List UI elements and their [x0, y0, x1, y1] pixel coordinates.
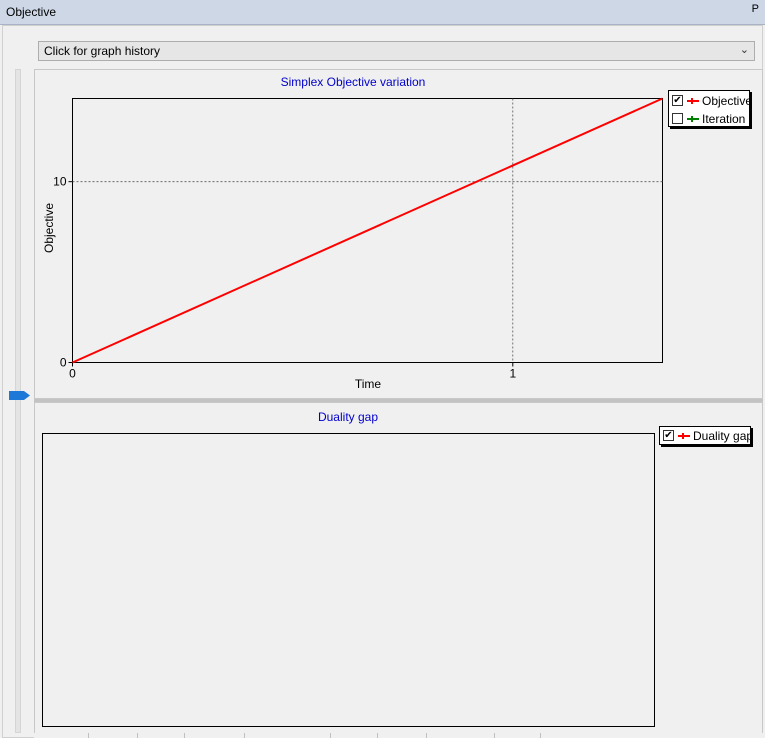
duality-plot-area	[42, 433, 655, 727]
vertical-splitter-track[interactable]	[15, 69, 21, 733]
tab-separator	[244, 733, 245, 738]
legend-swatch-dot-iteration	[691, 116, 693, 122]
legend-checkbox-iteration[interactable]	[672, 113, 683, 124]
objective-chart-panel: Simplex Objective variation 0 1 0 10 Time O…	[34, 69, 763, 399]
x-axis-label: Time	[355, 377, 382, 391]
duality-legend: ✔ Duality gap	[659, 426, 753, 445]
objective-legend: ✔ Objective Iteration	[668, 90, 752, 127]
tab-separator	[184, 733, 185, 738]
legend-swatch-objective	[687, 100, 699, 102]
legend-item-iteration[interactable]: Iteration	[672, 111, 752, 127]
legend-swatch-duality-gap	[678, 435, 690, 437]
series-line-objective	[72, 97, 663, 364]
legend-label-iteration: Iteration	[702, 112, 746, 126]
y-axis-label: Objective	[42, 203, 56, 253]
objective-series	[72, 97, 663, 364]
horizontal-splitter[interactable]	[34, 399, 763, 402]
tab-separator	[330, 733, 331, 738]
duality-chart-title: Duality gap	[318, 410, 378, 424]
tab-separator	[494, 733, 495, 738]
chevron-down-icon[interactable]: ⌄	[739, 44, 749, 56]
tab-separator	[426, 733, 427, 738]
objective-grid	[72, 98, 663, 363]
tab-separator	[540, 733, 541, 738]
graph-history-dropdown[interactable]: Click for graph history ⌄	[38, 41, 755, 61]
graph-history-selected: Click for graph history	[44, 44, 161, 58]
legend-label-duality-gap: Duality gap	[693, 429, 754, 443]
objective-chart-title: Simplex Objective variation	[281, 75, 426, 89]
legend-item-objective[interactable]: ✔ Objective	[672, 93, 752, 109]
duality-chart: Duality gap	[42, 410, 655, 727]
tab-separator	[137, 733, 138, 738]
x-tick-label: 0	[69, 367, 76, 381]
y-tick-label: 0	[60, 356, 67, 370]
legend-swatch-iteration	[687, 118, 699, 120]
legend-label-objective: Objective	[702, 94, 753, 108]
bottom-tab-strip	[34, 733, 763, 738]
y-tick-label: 10	[53, 175, 67, 189]
legend-checkbox-objective[interactable]: ✔	[672, 95, 683, 106]
window-title: Objective	[6, 5, 57, 19]
tab-separator	[88, 733, 89, 738]
tab-separator	[377, 733, 378, 738]
pin-icon[interactable]: Ρ	[751, 3, 759, 15]
x-tick-label: 1	[509, 367, 516, 381]
duality-chart-panel: Duality gap ✔ Duality gap	[34, 402, 763, 736]
legend-swatch-dot-duality-gap	[682, 433, 684, 439]
splitter-handle-icon[interactable]	[9, 390, 31, 401]
legend-item-duality-gap[interactable]: ✔ Duality gap	[663, 428, 753, 444]
window-title-bar: Objective Ρ	[0, 0, 765, 25]
legend-swatch-dot-objective	[691, 98, 693, 104]
legend-checkbox-duality-gap[interactable]: ✔	[663, 430, 674, 441]
